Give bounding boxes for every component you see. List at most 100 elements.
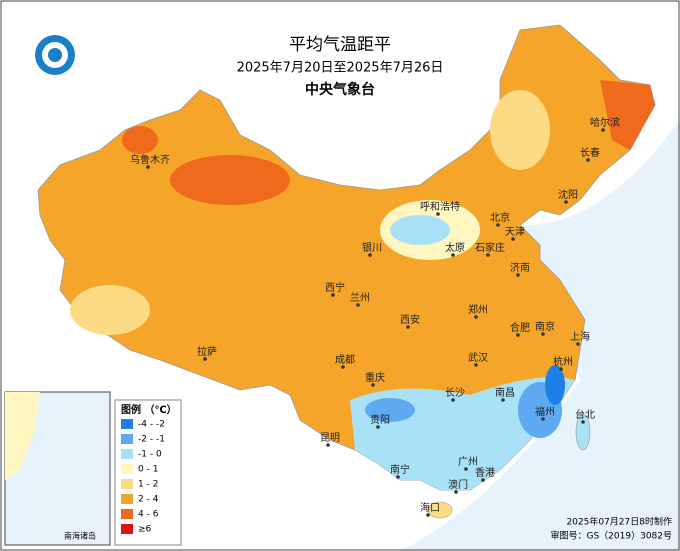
sea bbox=[400, 120, 680, 551]
legend-label: 2 - 4 bbox=[138, 495, 159, 505]
city-label: 海口 bbox=[420, 501, 440, 514]
footer-line: 审图号：GS（2019）3082号 bbox=[551, 530, 673, 542]
city-label: 呼和浩特 bbox=[420, 201, 460, 213]
warm-zone bbox=[122, 126, 158, 154]
city-dot bbox=[559, 367, 563, 371]
city-label: 济南 bbox=[510, 261, 530, 274]
inset-label: 南海诸岛 bbox=[64, 531, 96, 541]
warm-zone bbox=[600, 80, 655, 150]
city-dot bbox=[376, 425, 380, 429]
legend-label: -2 - -1 bbox=[138, 435, 165, 445]
legend-label: 1 - 2 bbox=[138, 480, 158, 490]
china-map bbox=[37, 24, 656, 519]
city-label: 澳门 bbox=[448, 478, 468, 491]
city-label: 贵阳 bbox=[370, 413, 390, 426]
city-dot bbox=[486, 253, 490, 257]
city-dot bbox=[406, 325, 410, 329]
mild-zone bbox=[490, 90, 550, 170]
city-label: 长沙 bbox=[445, 387, 465, 399]
city-label: 乌鲁木齐 bbox=[130, 153, 170, 166]
city-dot bbox=[371, 383, 375, 387]
city-label: 上海 bbox=[570, 330, 590, 343]
city-label: 重庆 bbox=[365, 371, 385, 384]
city-dot bbox=[203, 357, 207, 361]
city-dot bbox=[511, 237, 515, 241]
city-dot bbox=[516, 333, 520, 337]
city-dot bbox=[331, 293, 335, 297]
city-label: 西宁 bbox=[325, 281, 345, 294]
city-dot bbox=[454, 490, 458, 494]
city-label: 银川 bbox=[362, 241, 382, 254]
cool-zone bbox=[365, 398, 415, 422]
city-label: 哈尔滨 bbox=[590, 116, 620, 129]
legend-label: 0 - 1 bbox=[138, 465, 158, 475]
city-dot bbox=[501, 398, 505, 402]
city-dot bbox=[516, 273, 520, 277]
legend-swatch bbox=[121, 494, 133, 504]
city-label: 合肥 bbox=[510, 321, 530, 334]
city-dot bbox=[576, 342, 580, 346]
city-dot bbox=[368, 253, 372, 257]
city-label: 西安 bbox=[400, 313, 420, 326]
title: 平均气温距平 bbox=[289, 35, 391, 55]
city-dot bbox=[481, 478, 485, 482]
city-dot bbox=[451, 253, 455, 257]
city-label: 昆明 bbox=[320, 432, 340, 444]
legend-swatch bbox=[121, 449, 133, 459]
legend-swatch bbox=[121, 479, 133, 489]
city-label: 沈阳 bbox=[558, 188, 578, 201]
taiwan bbox=[575, 413, 591, 451]
city-label: 杭州 bbox=[553, 355, 573, 368]
city-dot bbox=[541, 332, 545, 336]
city-label: 台北 bbox=[575, 408, 595, 421]
agency: 中央气象台 bbox=[305, 81, 375, 98]
cool-zone bbox=[390, 215, 450, 245]
city-dot bbox=[341, 365, 345, 369]
hainan bbox=[427, 501, 453, 519]
city-label: 拉萨 bbox=[197, 345, 217, 358]
city-label: 南京 bbox=[535, 320, 555, 333]
city-dot bbox=[451, 398, 455, 402]
city-label: 福州 bbox=[535, 405, 555, 418]
city-dot bbox=[586, 158, 590, 162]
city-label: 石家庄 bbox=[475, 241, 505, 254]
city-label: 武汉 bbox=[468, 351, 488, 364]
legend-label: -4 - -2 bbox=[138, 420, 165, 430]
city-dot bbox=[581, 420, 585, 424]
city-dot bbox=[601, 128, 605, 132]
city-label: 兰州 bbox=[350, 291, 370, 304]
legend-swatch bbox=[121, 464, 133, 474]
city-label: 太原 bbox=[445, 241, 465, 254]
city-dot bbox=[496, 223, 500, 227]
city-dot bbox=[326, 443, 330, 447]
city-dot bbox=[541, 417, 545, 421]
city-label: 广州 bbox=[458, 456, 478, 468]
legend-swatch bbox=[121, 419, 133, 429]
cold-zone bbox=[545, 365, 565, 405]
legend-swatch bbox=[121, 509, 133, 519]
city-dot bbox=[436, 212, 440, 216]
city-dot bbox=[474, 363, 478, 367]
mild-zone bbox=[70, 285, 150, 335]
legend-label: 4 - 6 bbox=[138, 510, 159, 520]
legend-label: ≥6 bbox=[138, 525, 152, 535]
city-dot bbox=[426, 513, 430, 517]
date-range: 2025年7月20日至2025年7月26日 bbox=[237, 61, 444, 76]
city-dot bbox=[356, 303, 360, 307]
city-dot bbox=[564, 200, 568, 204]
city-label: 天津 bbox=[505, 226, 525, 238]
warm-zone bbox=[170, 155, 290, 205]
city-dot bbox=[464, 467, 468, 471]
logo bbox=[35, 35, 75, 75]
footer-line: 2025年07月27日8时制作 bbox=[566, 516, 672, 528]
city-dot bbox=[396, 475, 400, 479]
legend-title: 图例 （℃） bbox=[121, 403, 177, 416]
city-label: 郑州 bbox=[468, 303, 488, 316]
city-label: 香港 bbox=[475, 467, 495, 479]
city-label: 长春 bbox=[580, 147, 600, 159]
legend-label: -1 - 0 bbox=[138, 450, 162, 460]
legend: 图例 （℃） -4 - -2 -2 - -1 -1 - 0 0 - 1 1 - 2 2 -… bbox=[114, 399, 182, 546]
city-label: 南昌 bbox=[495, 386, 515, 399]
